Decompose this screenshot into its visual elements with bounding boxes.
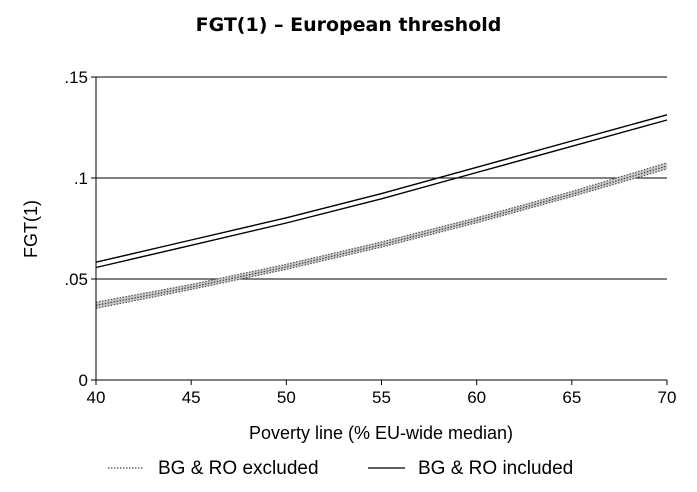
legend-label-excluded: BG & RO excluded	[158, 458, 319, 479]
x-tick-label: 60	[467, 388, 486, 407]
x-tick-label: 45	[182, 388, 201, 407]
series-excluded-band	[96, 162, 667, 309]
x-tick-label: 65	[562, 388, 581, 407]
y-tick-label: 0	[79, 371, 88, 390]
legend-label-included: BG & RO included	[418, 458, 573, 479]
tick-labels: 0 .05 .1 .15 40 45 50 55 60 65 70	[64, 68, 676, 407]
series-excluded-upper-line	[95, 162, 668, 303]
series-group	[95, 114, 668, 309]
x-tick-label: 70	[658, 388, 677, 407]
y-tick-label: .15	[64, 68, 88, 87]
series-excluded-lower-line	[95, 168, 668, 309]
axes	[91, 76, 668, 385]
y-axis-label: FGT(1)	[21, 200, 41, 258]
series-excluded-line	[95, 165, 668, 306]
y-tick-label: .05	[64, 270, 88, 289]
series-included-lower-line	[95, 119, 668, 269]
grid-lines	[96, 76, 667, 280]
series-included-upper-line	[95, 114, 668, 263]
x-tick-label: 55	[372, 388, 391, 407]
y-tick-label: .1	[74, 169, 88, 188]
x-axis-label: Poverty line (% EU-wide median)	[249, 423, 513, 443]
legend: BG & RO excluded BG & RO included	[108, 458, 573, 479]
x-tick-label: 50	[277, 388, 296, 407]
chart-title: FGT(1) – European threshold	[195, 14, 502, 36]
x-tick-label: 40	[87, 388, 106, 407]
